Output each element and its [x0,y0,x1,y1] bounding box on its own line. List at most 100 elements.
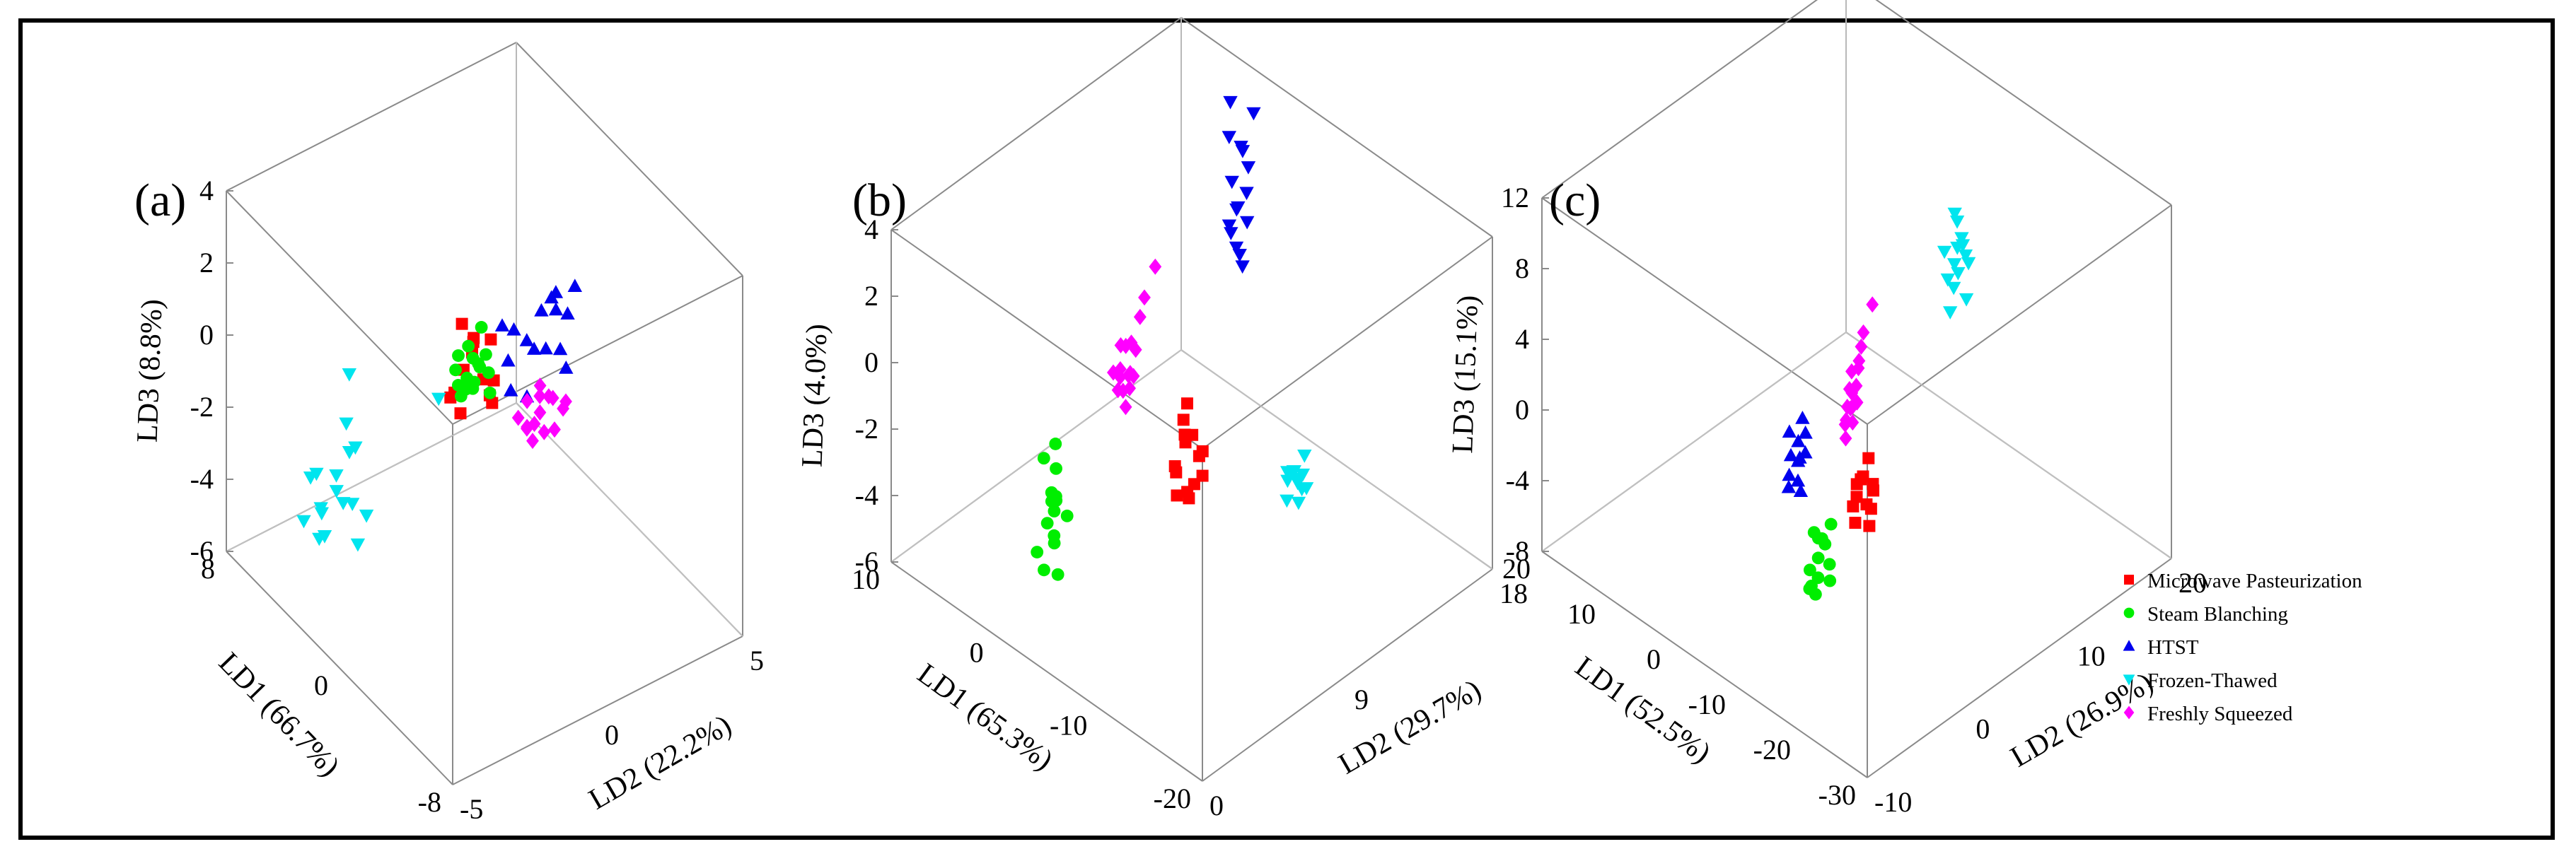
series-steam-blanching [1803,517,1838,601]
x-tick-label: 10 [1567,598,1596,630]
z-tick-label: -4 [855,479,878,511]
legend-marker [2124,575,2134,585]
data-point [1116,382,1130,399]
data-point [534,303,549,317]
panel-label: (b) [852,175,907,226]
data-point [1170,466,1183,479]
data-point [472,357,485,370]
data-point [1850,394,1864,411]
data-point [1839,430,1852,447]
data-point [1840,411,1852,428]
data-point [1951,266,1966,281]
data-point [1127,368,1140,385]
x-tick-label: 0 [1647,643,1661,675]
data-point [1940,273,1955,287]
data-point [542,388,555,405]
box-inner-edge [1541,332,1847,552]
data-point [1183,492,1195,505]
data-point [1222,131,1236,144]
data-point [538,423,551,440]
box-inner-edge [226,402,517,552]
y-tick-label: 0 [1975,713,1990,745]
data-point [431,392,446,406]
legend-item: Steam Blanching [2123,603,2288,626]
y-tick-label: 5 [750,645,764,676]
data-point [456,317,468,330]
data-point [1803,563,1816,577]
z-tick-label: 12 [1501,182,1529,213]
x-tick-label: -8 [418,786,441,818]
z-tick-label: -2 [855,413,878,445]
data-point [1846,414,1860,431]
data-point [454,407,467,420]
z-tick-label: 4 [864,213,878,245]
data-point [544,290,559,304]
data-point [339,417,354,431]
x-tick-label: -20 [1154,783,1191,814]
data-point [1946,281,1961,295]
data-point [1811,551,1825,565]
data-point [533,387,547,404]
data-point [1196,445,1209,457]
data-point [329,469,344,483]
z-tick-label: 2 [864,280,878,312]
data-point [1129,341,1142,358]
box-edge [226,190,453,425]
data-point [1958,249,1973,263]
z-axis-title: LD3 (4.0%) [796,323,833,467]
z-tick-label: -6 [190,535,214,567]
x-axis-title: LD1 (65.3%) [912,657,1059,777]
data-point [482,366,495,380]
data-point [538,341,553,355]
y-tick-label: -5 [460,793,483,825]
box-inner-edge [890,349,1182,563]
data-point [1138,289,1151,306]
x-tick-label: 8 [201,553,215,585]
data-point [559,361,574,374]
data-point [526,341,542,355]
legend-item: HTST [2123,636,2199,659]
data-point [1850,377,1863,394]
data-point [1133,308,1147,325]
data-point [1231,201,1246,215]
data-point [1050,494,1063,508]
data-point [1950,241,1965,255]
data-point [1847,500,1860,512]
data-point [1286,465,1301,479]
data-point [519,333,534,346]
box-inner-edge [1845,332,2172,559]
data-point [1947,207,1962,221]
y-tick-label: 9 [1354,684,1369,715]
data-point [1823,574,1837,587]
data-point [528,416,541,433]
data-point [1114,337,1127,353]
data-point [1048,505,1061,518]
data-point [1113,369,1127,385]
legend-marker [2123,640,2135,651]
z-tick-label: 2 [199,247,214,279]
z-tick-label: 4 [199,175,214,206]
data-point [552,341,568,356]
legend-label: HTST [2147,636,2199,659]
data-point [1280,474,1295,488]
data-point [504,382,518,397]
data-point [1782,467,1797,481]
data-point [526,433,539,450]
data-point [454,390,468,403]
data-point [1229,241,1244,255]
data-point [521,392,534,409]
box-edge [452,636,743,785]
x-tick-label: 10 [852,563,880,595]
data-point [1149,258,1162,275]
series-freshly-squeezed [1838,296,1879,447]
series-freshly-squeezed [511,377,572,450]
series-steam-blanching [1031,438,1074,581]
data-point [1291,496,1306,510]
x-tick-label: 20 [1502,553,1531,585]
x-tick-label: 0 [314,669,328,701]
data-point [1177,414,1190,426]
data-point [312,532,327,546]
data-point [1863,520,1876,532]
